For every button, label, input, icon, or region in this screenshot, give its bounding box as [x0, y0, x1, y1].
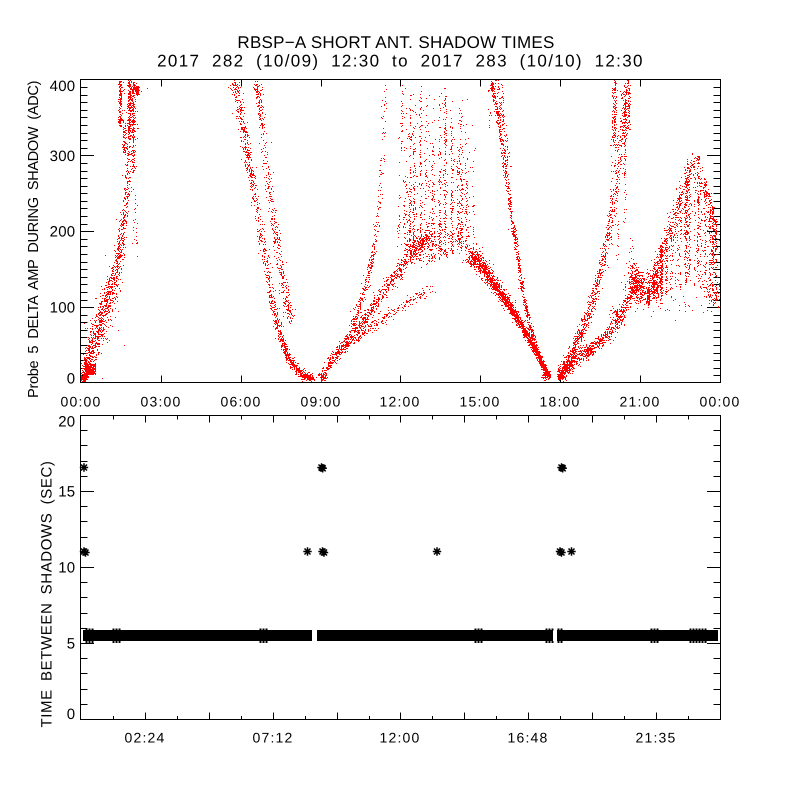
svg-text:2017 282 (10/09) 12:30 to 2017: 2017 282 (10/09) 12:30 to 2017 283 (10/1…	[157, 51, 644, 70]
svg-text:16:48: 16:48	[507, 730, 548, 746]
svg-text:00:00: 00:00	[699, 394, 740, 410]
svg-text:10: 10	[58, 559, 75, 576]
svg-text:5: 5	[67, 635, 76, 652]
svg-text:100: 100	[50, 300, 76, 317]
svg-text:0: 0	[67, 706, 76, 723]
svg-text:07:12: 07:12	[252, 730, 293, 746]
svg-text:400: 400	[50, 78, 76, 95]
svg-text:15: 15	[58, 484, 75, 501]
svg-text:0: 0	[67, 371, 76, 388]
svg-text:09:00: 09:00	[300, 394, 341, 410]
svg-text:06:00: 06:00	[220, 394, 261, 410]
svg-text:02:24: 02:24	[124, 730, 165, 746]
svg-text:21:00: 21:00	[619, 394, 660, 410]
svg-text:00:00: 00:00	[60, 394, 101, 410]
svg-text:300: 300	[50, 148, 76, 165]
svg-text:03:00: 03:00	[140, 394, 181, 410]
svg-text:18:00: 18:00	[539, 394, 580, 410]
svg-text:21:35: 21:35	[635, 730, 676, 746]
svg-text:TIME BETWEEN SHADOWS (SEC): TIME BETWEEN SHADOWS (SEC)	[39, 461, 56, 728]
svg-text:Probe 5 DELTA AMP DURING SHADO: Probe 5 DELTA AMP DURING SHADOW (ADC)	[26, 81, 42, 398]
svg-text:RBSP−A SHORT ANT. SHADOW TIMES: RBSP−A SHORT ANT. SHADOW TIMES	[237, 33, 554, 52]
svg-text:20: 20	[58, 413, 75, 430]
svg-text:12:00: 12:00	[379, 730, 420, 746]
svg-text:200: 200	[50, 224, 76, 241]
svg-text:15:00: 15:00	[459, 394, 500, 410]
svg-text:12:00: 12:00	[379, 394, 420, 410]
